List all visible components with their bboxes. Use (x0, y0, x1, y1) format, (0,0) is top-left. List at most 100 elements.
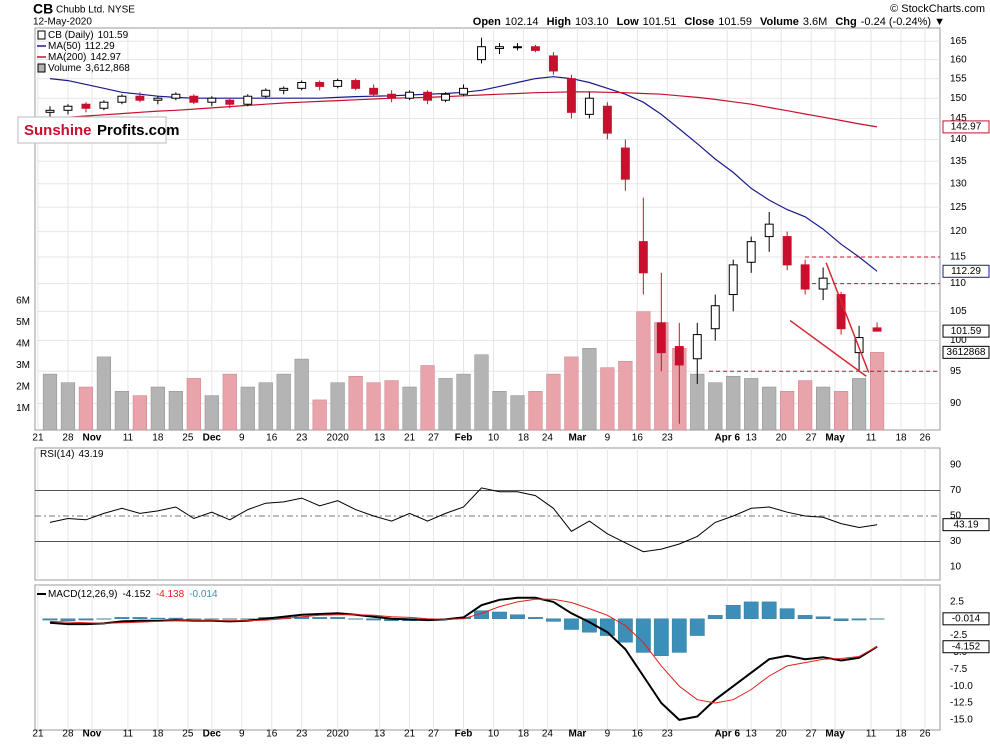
panel-value: 43.19 (78, 449, 103, 460)
histogram-bar (797, 615, 813, 619)
quote: Open 102.14 High 103.10 Low 101.51 Close 101.59… (473, 16, 945, 28)
x-tick-label: 18 (152, 729, 164, 740)
candle-body (620, 147, 630, 180)
x-tick-label: 10 (488, 729, 500, 740)
legend-value: 3,612,868 (85, 63, 130, 74)
panel-frame (34, 584, 941, 731)
candle-body (800, 264, 810, 290)
volume-bar (132, 395, 147, 431)
quote-value: 101.51 (643, 16, 677, 28)
histogram-bar (707, 615, 723, 619)
y-tick-label: 165 (950, 36, 967, 47)
candle-body (279, 87, 289, 91)
symbol: CB (33, 1, 53, 17)
histogram-bar (168, 617, 184, 619)
volume-bar (546, 373, 561, 431)
volume-bar (204, 395, 219, 431)
candle-body (81, 103, 91, 109)
x-tick-label: 13 (746, 729, 758, 740)
candle-body (333, 80, 343, 87)
candle-body (225, 99, 235, 105)
candle-body (423, 91, 433, 101)
x-tick-label: 13 (746, 433, 758, 444)
x-tick-label: 27 (806, 729, 818, 740)
x-tick-label: 11 (866, 433, 877, 444)
logo-text: Sunshine (24, 122, 92, 139)
value-box-label: 112.29 (951, 266, 981, 277)
legend-value: 112.29 (85, 41, 115, 52)
histogram-bar (564, 618, 579, 630)
x-tick-label: 16 (632, 433, 644, 444)
value-box (942, 345, 990, 359)
candle-body (99, 101, 109, 109)
histogram-bar (312, 617, 328, 619)
histogram-bar (635, 618, 651, 653)
volume-bar (618, 360, 633, 431)
volume-bar (636, 311, 651, 431)
legend-entry: MA(200) 142.97 (48, 52, 121, 63)
candle-body (207, 97, 217, 103)
volume-bar (474, 354, 489, 431)
volume-bar (276, 373, 291, 431)
x-tick-label: 25 (182, 433, 194, 444)
y-tick-label: -2.5 (950, 630, 968, 641)
x-tick-label: 18 (518, 433, 530, 444)
x-tick-label: Apr 6 (714, 433, 740, 444)
candle-body (171, 93, 181, 99)
volume-bar (150, 386, 165, 431)
legend-entry: Volume 3,612,868 (48, 63, 130, 74)
y-tick-label: 105 (950, 306, 967, 317)
panel-value: -4.152 (122, 589, 151, 600)
volume-bar (114, 391, 129, 431)
quote-label: Close (684, 16, 714, 28)
candle-body (513, 46, 522, 49)
x-tick-label: 13 (374, 729, 386, 740)
candle-body (387, 93, 397, 99)
histogram-bar (743, 601, 759, 619)
quote-value: 3.6M (803, 16, 827, 28)
y-tick-label: 100 (950, 335, 967, 346)
quote-value: -0.24 (-0.24%) ▼ (861, 16, 945, 28)
x-tick-label: 9 (239, 729, 245, 740)
date: 12-May-2020 (33, 17, 92, 28)
y-tick-label: 115 (950, 252, 966, 263)
panel-title: MACD(12,26,9) (48, 589, 117, 600)
y-tick-label: 140 (950, 134, 967, 145)
candle-body (764, 223, 774, 238)
y-tick-label: 90 (950, 460, 962, 471)
histogram-bar (186, 618, 202, 620)
x-tick-label: 27 (428, 729, 440, 740)
value-box (942, 518, 990, 532)
y-tick-label: 70 (950, 485, 962, 496)
candle-body (351, 80, 361, 89)
value-box (942, 612, 990, 626)
volume-bar (186, 378, 201, 431)
quote-value: 101.59 (718, 16, 752, 28)
candle-body (297, 81, 307, 89)
value-box-label: 43.19 (953, 519, 978, 530)
value-box-label: 101.59 (951, 326, 982, 337)
legend-name: MA(50) (48, 41, 81, 52)
volume-bar (744, 378, 759, 431)
legend-swatch (37, 30, 46, 40)
legend-name: CB (Daily) (48, 30, 94, 41)
trend-line (789, 319, 867, 377)
histogram-bar (617, 618, 633, 643)
x-tick-label: Nov (82, 433, 101, 444)
volume-bar (816, 386, 831, 431)
candle-body (135, 95, 145, 101)
volume-bar (456, 373, 471, 431)
value-box (942, 324, 990, 338)
y-tick-label: 125 (950, 202, 967, 213)
x-tick-label: Feb (455, 729, 473, 740)
x-tick-label: 9 (239, 433, 245, 444)
x-tick-label: 16 (266, 433, 278, 444)
histogram-bar (546, 618, 561, 622)
volume-bar (78, 386, 94, 431)
candle-body (369, 87, 379, 95)
x-tick-label: May (825, 729, 845, 740)
x-tick-label: 27 (428, 433, 440, 444)
histogram-bar (348, 618, 364, 620)
value-box-label: 3612868 (947, 347, 986, 358)
x-tick-label: 18 (895, 433, 907, 444)
